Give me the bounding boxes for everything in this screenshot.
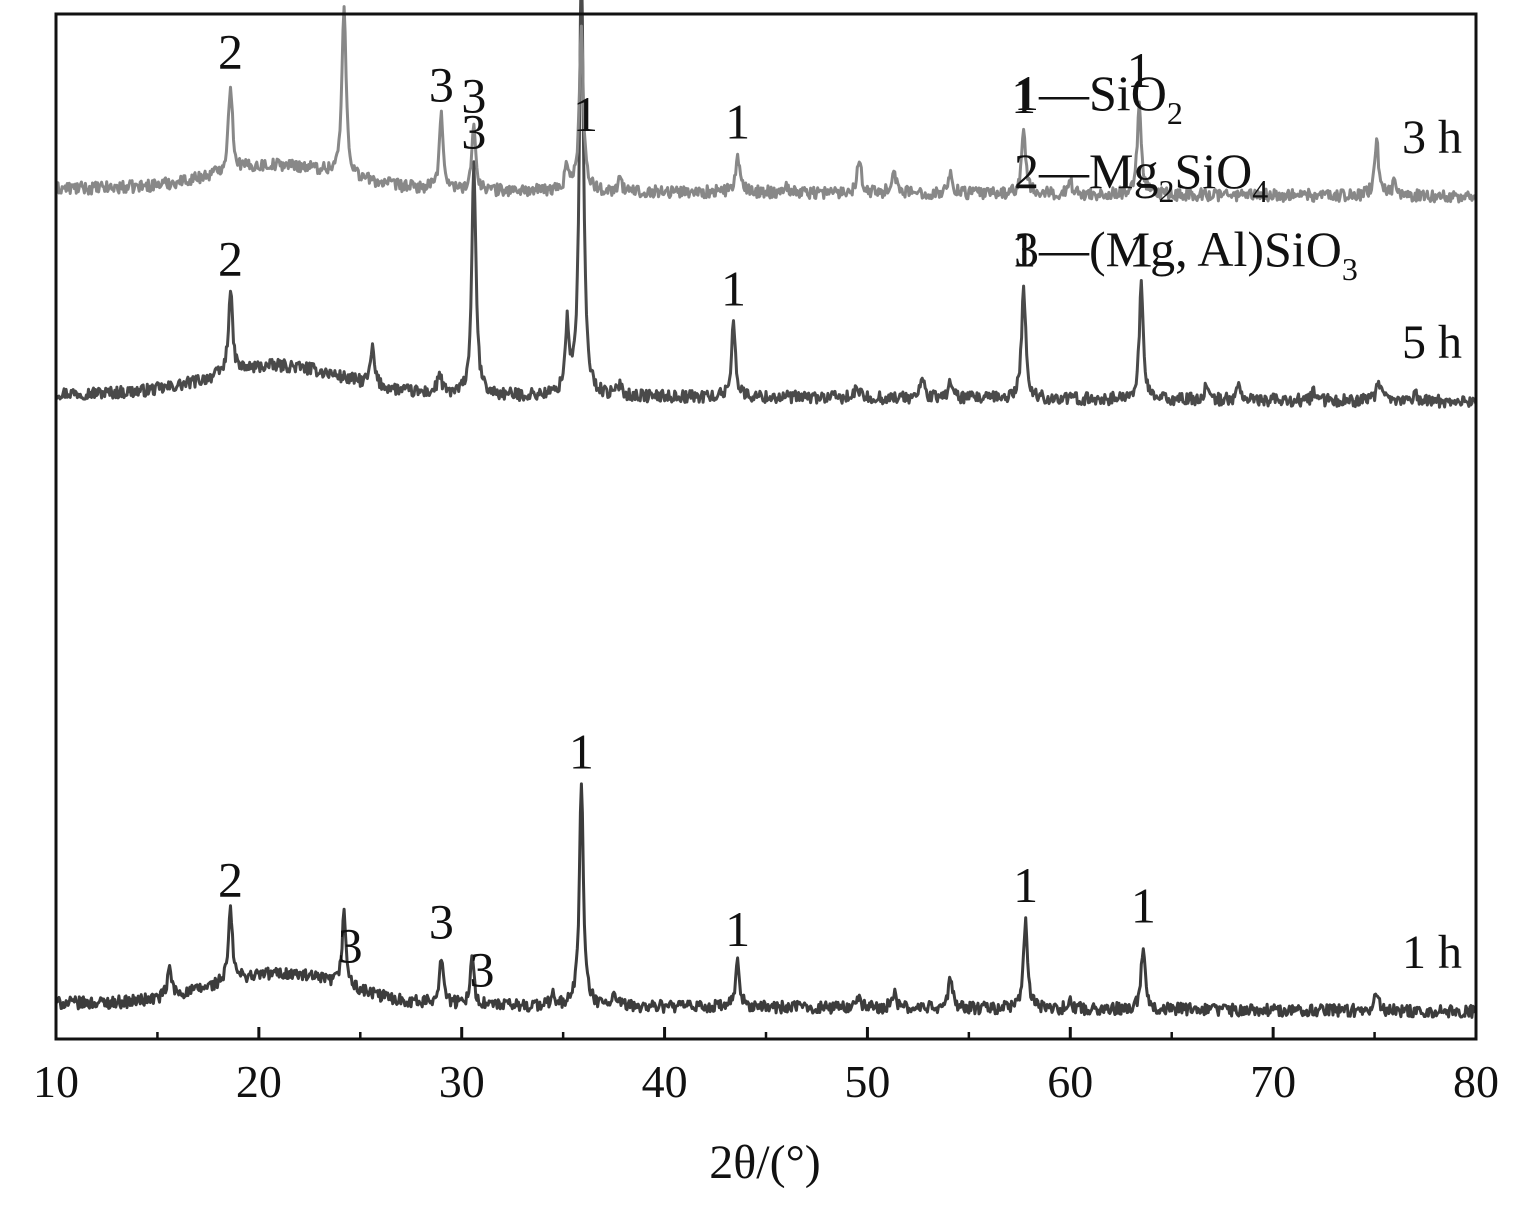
x-tick-label-70: 70 bbox=[1250, 1056, 1296, 1107]
peak-label-1h-1: 3 bbox=[338, 917, 363, 973]
peak-label-1h-0: 2 bbox=[218, 851, 243, 907]
peak-label-5h-3: 1 bbox=[721, 260, 746, 316]
peak-label-5h-5: 1 bbox=[1129, 222, 1154, 278]
peak-label-3h-4: 1 bbox=[573, 86, 598, 142]
series-label-3h: 3 h bbox=[1402, 111, 1462, 164]
x-axis-title: 2θ/(°) bbox=[709, 1136, 821, 1189]
peak-label-1h-4: 1 bbox=[569, 724, 594, 780]
series-layer bbox=[54, 0, 1478, 1019]
legend: 1—SiO2 2—Mg2SiO4 3—(Mg, Al)SiO3 bbox=[1014, 65, 1358, 287]
legend-entry-3: 3—(Mg, Al)SiO3 bbox=[1014, 221, 1358, 287]
peak-label-1h-6: 1 bbox=[1013, 857, 1038, 913]
series-label-5h: 5 h bbox=[1402, 316, 1462, 369]
peak-label-3h-0: 2 bbox=[218, 24, 243, 80]
peak-label-1h-5: 1 bbox=[725, 901, 750, 957]
x-tick-label-50: 50 bbox=[844, 1056, 890, 1107]
peak-label-5h-4: 1 bbox=[1011, 222, 1036, 278]
peak-label-5h-0: 2 bbox=[218, 231, 243, 287]
legend-entry-2: 2—Mg2SiO4 bbox=[1014, 143, 1268, 209]
peak-label-3h-5: 1 bbox=[725, 93, 750, 149]
x-tick-label-60: 60 bbox=[1047, 1056, 1093, 1107]
x-tick-label-30: 30 bbox=[439, 1056, 485, 1107]
series-line-1h bbox=[54, 782, 1478, 1019]
series-line-5h bbox=[54, 0, 1478, 409]
peak-label-3h-7: 1 bbox=[1127, 42, 1152, 98]
series-line-3h bbox=[54, 5, 1478, 204]
peak-label-1h-2: 3 bbox=[429, 894, 454, 950]
peak-label-5h-1: 3 bbox=[461, 103, 486, 159]
x-tick-label-10: 10 bbox=[33, 1056, 79, 1107]
x-tick-label-40: 40 bbox=[642, 1056, 688, 1107]
peak-label-3h-2: 3 bbox=[429, 56, 454, 112]
x-axis: 10 20 30 40 50 60 70 80 bbox=[33, 1027, 1499, 1107]
x-tick-label-80: 80 bbox=[1453, 1056, 1499, 1107]
peak-label-1h-3: 3 bbox=[470, 941, 495, 997]
series-label-1h: 1 h bbox=[1402, 926, 1462, 979]
peak-label-1h-7: 1 bbox=[1131, 878, 1156, 934]
x-tick-label-20: 20 bbox=[236, 1056, 282, 1107]
peak-label-3h-3: 3 bbox=[461, 67, 486, 123]
peak-label-3h-1: 3 bbox=[332, 0, 357, 1]
legend-entry-1: 1—SiO2 bbox=[1014, 65, 1183, 131]
peak-label-3h-6: 1 bbox=[1011, 68, 1036, 124]
